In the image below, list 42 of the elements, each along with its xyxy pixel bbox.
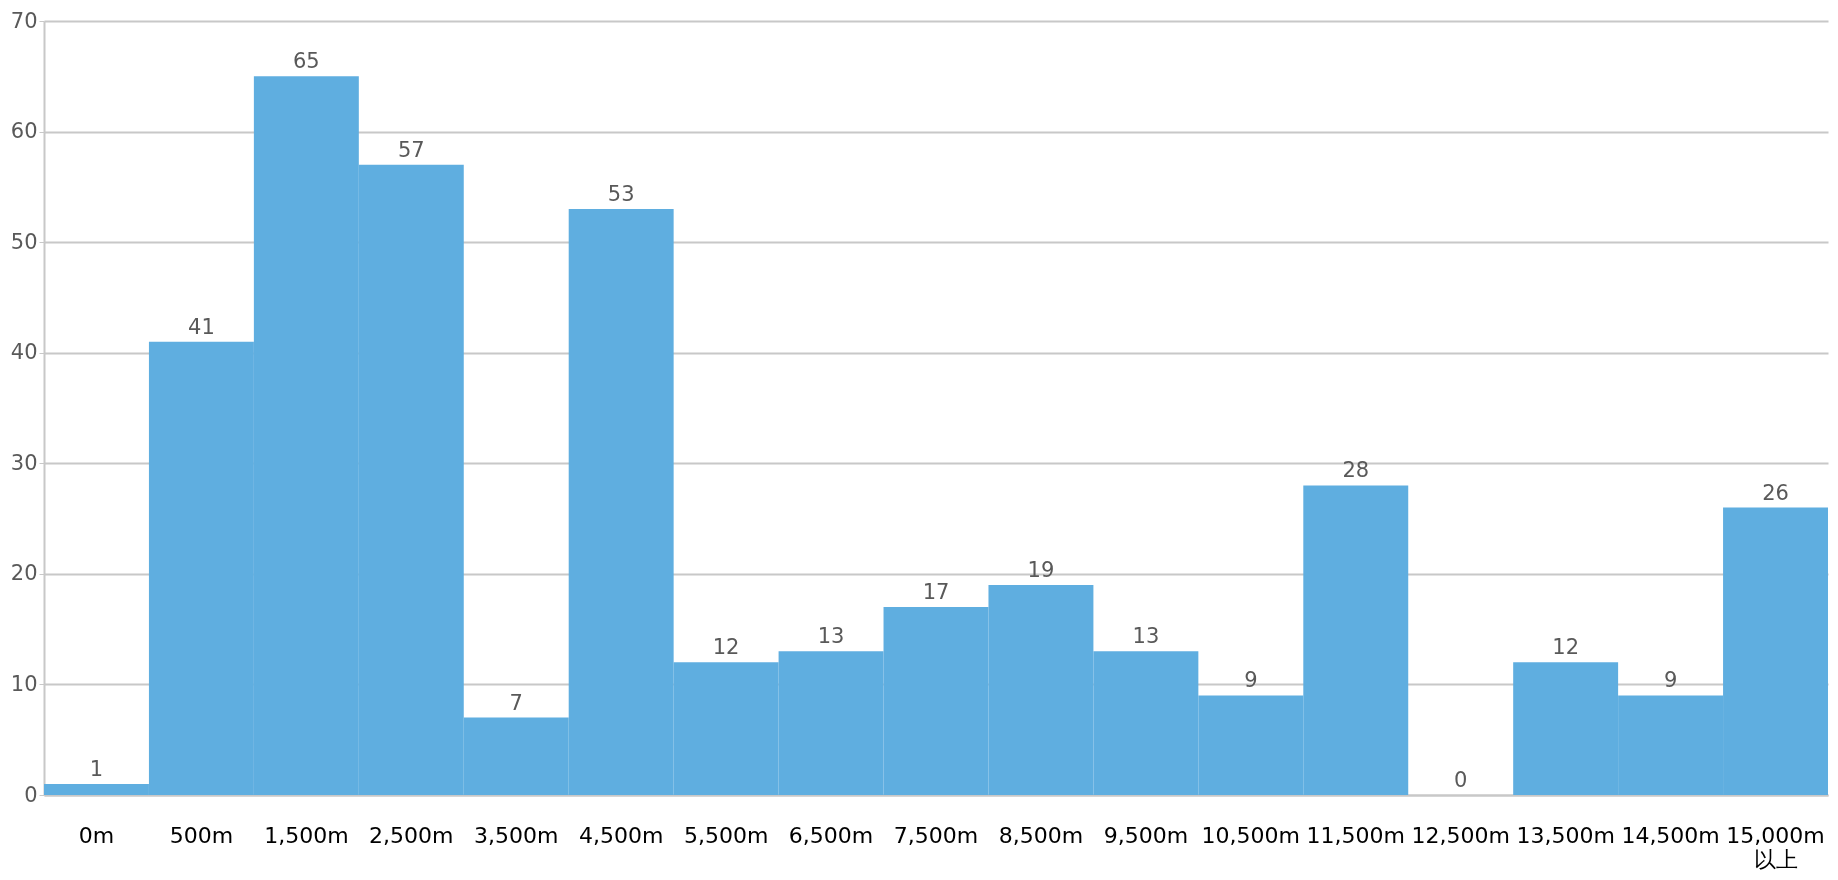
y-tick-label: 0	[24, 782, 38, 807]
x-tick-label: 12,500m	[1411, 822, 1510, 848]
x-tick-label: 9,500m	[1103, 822, 1189, 848]
data-label: 12	[1552, 635, 1580, 660]
x-tick-label: 14,500m	[1621, 822, 1720, 848]
data-label: 9	[1663, 668, 1678, 693]
x-tick-label: 10,500m	[1201, 822, 1301, 848]
x-tick-label: 11,500m	[1306, 822, 1405, 848]
x-tick-label: 5,500m	[683, 822, 769, 848]
data-label: 19	[1027, 557, 1055, 582]
x-tick-label: 500m	[169, 822, 234, 848]
data-label: 53	[607, 181, 635, 206]
y-tick-label: 10	[10, 671, 38, 696]
data-label: 17	[922, 580, 950, 605]
data-label: 0	[1454, 768, 1468, 792]
x-tick-label: 1,500m	[264, 822, 349, 848]
data-label: 9	[1244, 668, 1258, 693]
data-label: 1	[89, 756, 104, 781]
y-tick-label: 60	[10, 119, 38, 144]
data-label: 13	[817, 624, 845, 649]
x-tick-label: 2,500m	[369, 822, 454, 848]
y-tick-label: 20	[10, 561, 38, 586]
x-tick-label: 8,500m	[998, 822, 1084, 848]
x-tick-label: 3,500m	[474, 822, 559, 848]
data-label: 12	[712, 635, 740, 660]
x-tick-label: 13,500m	[1516, 822, 1615, 848]
data-label: 26	[1762, 480, 1789, 505]
x-tick-label: 6,500m	[788, 822, 874, 848]
x-tick-label: 15,000m 以上	[1726, 822, 1825, 872]
data-label: 28	[1342, 458, 1370, 483]
data-label: 41	[188, 314, 215, 339]
x-tick-label: 0m	[78, 822, 115, 848]
y-tick-label: 40	[10, 340, 38, 365]
data-label: 7	[509, 690, 523, 715]
y-tick-label: 50	[10, 229, 38, 254]
data-label: 57	[397, 137, 425, 162]
data-label: 13	[1132, 624, 1160, 649]
y-tick-label: 70	[10, 8, 38, 33]
x-tick-label: 7,500m	[893, 822, 979, 848]
y-tick-label: 30	[10, 450, 38, 475]
data-label: 65	[292, 49, 320, 74]
x-tick-label: 4,500m	[578, 822, 664, 848]
